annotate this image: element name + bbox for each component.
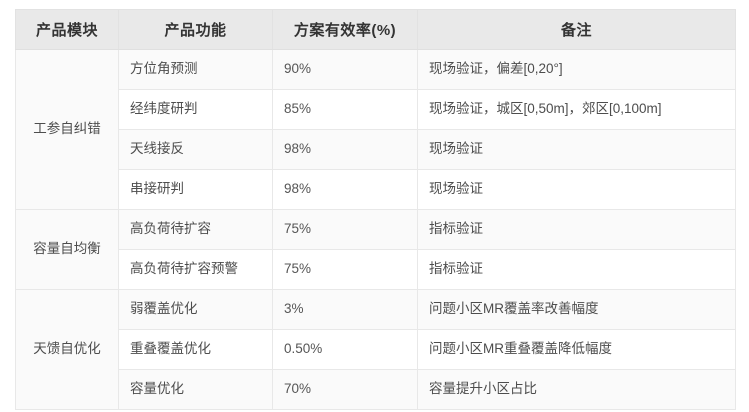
table-row: 串接研判 98% 现场验证	[16, 169, 736, 210]
rate-cell: 75%	[272, 209, 418, 250]
rate-cell: 90%	[272, 49, 418, 90]
function-cell: 弱覆盖优化	[118, 289, 273, 330]
function-cell: 方位角预测	[118, 49, 273, 90]
column-header-remark: 备注	[417, 9, 736, 50]
remark-cell: 现场验证	[417, 169, 736, 210]
rate-cell: 0.50%	[272, 329, 418, 370]
function-cell: 重叠覆盖优化	[118, 329, 273, 370]
remark-cell: 容量提升小区占比	[417, 369, 736, 410]
table-row: 天馈自优化 弱覆盖优化 3% 问题小区MR覆盖率改善幅度	[15, 289, 736, 410]
column-header-rate: 方案有效率(%)	[272, 9, 418, 50]
function-cell: 高负荷待扩容预警	[118, 249, 273, 290]
table-row: 工参自纠错 方位角预测 90% 现场验证，偏差[0,20°]	[15, 49, 736, 210]
remark-cell: 现场验证	[417, 129, 736, 170]
table-row: 经纬度研判 85% 现场验证，城区[0,50m]，郊区[0,100m]	[16, 89, 736, 130]
rate-cell: 75%	[272, 249, 418, 290]
function-cell: 经纬度研判	[118, 89, 273, 130]
table-header: 产品模块 产品功能 方案有效率(%) 备注	[15, 9, 736, 50]
table-row: 天线接反 98% 现场验证	[16, 129, 736, 170]
module-cell-1: 容量自均衡	[15, 209, 119, 290]
rate-cell: 85%	[272, 89, 418, 130]
table-row: 高负荷待扩容预警 75% 指标验证	[16, 249, 736, 290]
rate-cell: 98%	[272, 129, 418, 170]
remark-cell: 指标验证	[417, 209, 736, 250]
function-cell: 串接研判	[118, 169, 273, 210]
remark-cell: 问题小区MR重叠覆盖降低幅度	[417, 329, 736, 370]
column-header-function: 产品功能	[118, 9, 273, 50]
remark-cell: 问题小区MR覆盖率改善幅度	[417, 289, 736, 330]
function-cell: 容量优化	[118, 369, 273, 410]
remark-cell: 现场验证，城区[0,50m]，郊区[0,100m]	[417, 89, 736, 130]
module-cell-0: 工参自纠错	[15, 49, 119, 210]
module-cell-2: 天馈自优化	[15, 289, 119, 410]
rate-cell: 70%	[272, 369, 418, 410]
table-header-row: 产品模块 产品功能 方案有效率(%) 备注	[15, 9, 736, 50]
table-body: 工参自纠错 方位角预测 90% 现场验证，偏差[0,20°] 经纬度研判 85%…	[15, 49, 736, 410]
function-cell: 高负荷待扩容	[118, 209, 273, 250]
remark-cell: 现场验证，偏差[0,20°]	[417, 49, 736, 90]
column-header-module: 产品模块	[15, 9, 119, 50]
table-row: 容量自均衡 高负荷待扩容 75% 指标验证	[15, 209, 736, 290]
rate-cell: 98%	[272, 169, 418, 210]
rate-cell: 3%	[272, 289, 418, 330]
table-row: 容量优化 70% 容量提升小区占比	[16, 369, 736, 410]
remark-cell: 指标验证	[417, 249, 736, 290]
table-row: 重叠覆盖优化 0.50% 问题小区MR重叠覆盖降低幅度	[16, 329, 736, 370]
function-cell: 天线接反	[118, 129, 273, 170]
capability-table: 产品模块 产品功能 方案有效率(%) 备注 工参自纠错 方位角预测 90% 现场…	[15, 9, 736, 410]
